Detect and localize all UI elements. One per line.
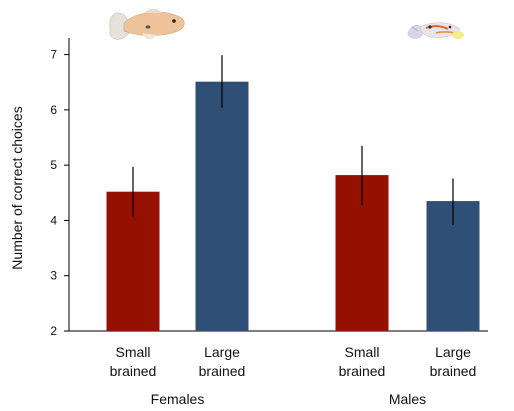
bar-label-line2: brained [110, 363, 157, 379]
group-label: Males [389, 391, 426, 407]
bar [195, 81, 249, 331]
y-tick-label: 7 [50, 48, 57, 62]
bar-label-line2: brained [339, 363, 386, 379]
bar-label-line1: Large [204, 344, 240, 360]
bar-label-line2: brained [430, 363, 477, 379]
y-tick-label: 6 [50, 103, 57, 117]
group-label: Females [151, 391, 205, 407]
y-axis-label: Number of correct choices [9, 106, 25, 269]
y-tick-label: 2 [50, 324, 57, 338]
y-tick-label: 4 [50, 213, 57, 227]
male-guppy-icon [407, 22, 464, 39]
bar-label-line1: Small [115, 344, 150, 360]
bar-label-line1: Small [344, 344, 379, 360]
y-tick-label: 5 [50, 158, 57, 172]
bar-label-line2: brained [199, 363, 246, 379]
bar-label-line1: Large [435, 344, 471, 360]
female-guppy-icon [109, 8, 185, 40]
y-tick-label: 3 [50, 269, 57, 283]
